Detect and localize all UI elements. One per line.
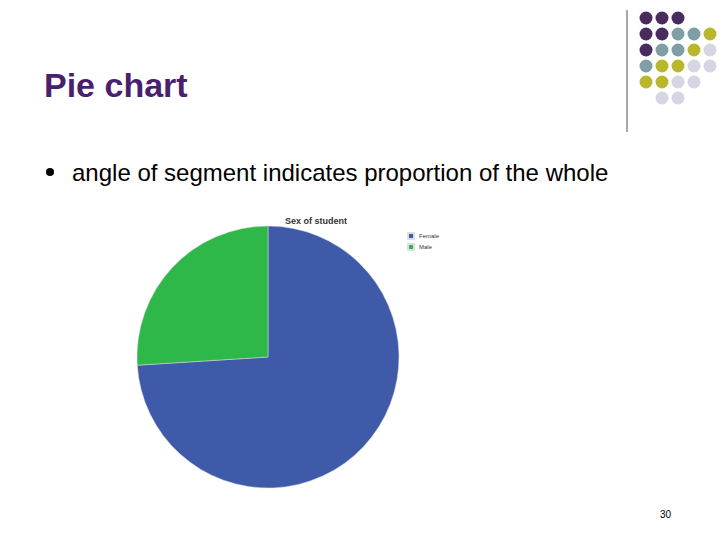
html-text:angle of segment indicates pro: angle of segment indicates proportion of…: [72, 159, 609, 186]
svg-text:Male: Male: [419, 244, 433, 250]
svg-text:Sex of student: Sex of student: [285, 216, 347, 226]
svg-text:Female: Female: [419, 233, 440, 239]
html-text:Pie chart: Pie chart: [44, 66, 188, 104]
html-text:30: 30: [660, 509, 672, 520]
